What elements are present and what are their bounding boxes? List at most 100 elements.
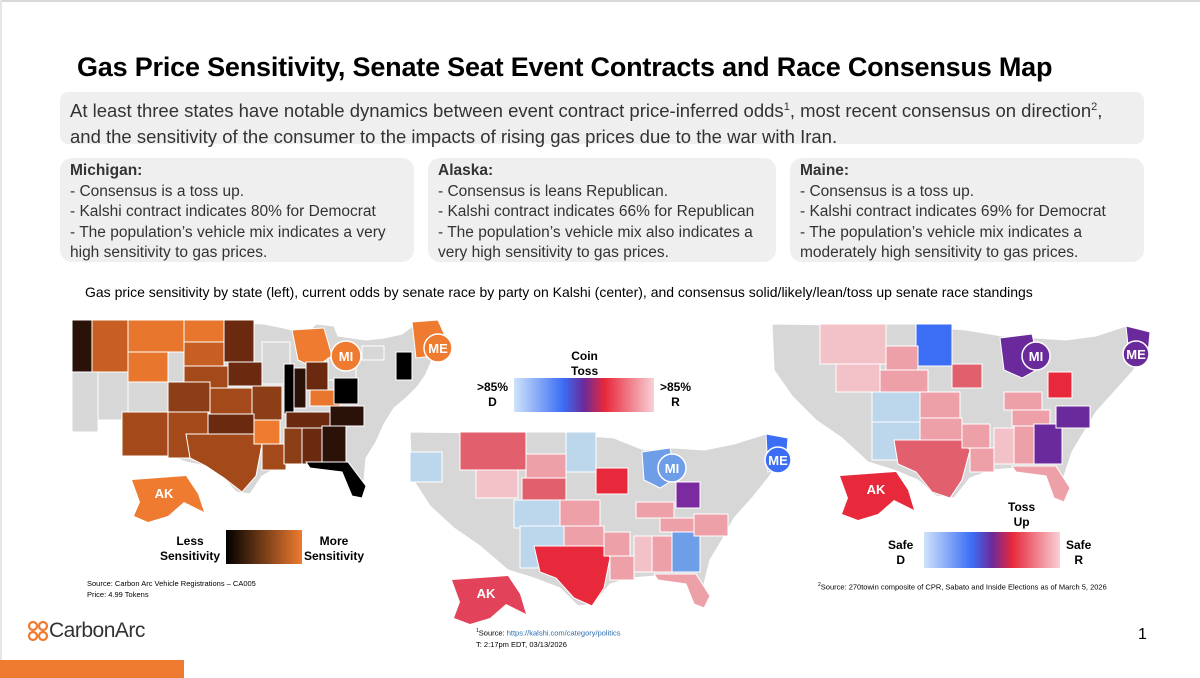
carbon-arc-logo: CarbonArc — [27, 619, 145, 643]
carbon-arc-logo-icon — [27, 620, 49, 642]
source-left-line2: Price: 4.99 Tokens — [87, 590, 149, 599]
source-center-link[interactable]: https://kalshi.com/category/politics — [506, 628, 621, 638]
maps-subtitle: Gas price sensitivity by state (left), c… — [85, 284, 1033, 300]
source-center-sup: 1 — [476, 628, 479, 634]
source-left-line1: Source: Carbon Arc Vehicle Registrations… — [87, 579, 256, 588]
state-la — [969, 447, 995, 473]
state-ks — [919, 391, 961, 419]
state-nj-ma — [395, 351, 413, 381]
state-fl — [1011, 465, 1071, 503]
page-number: 1 — [1138, 626, 1147, 643]
state-wy — [127, 351, 169, 383]
mi-label: MI — [1029, 349, 1043, 364]
state-az — [121, 411, 169, 457]
legend-left-high: More Sensitivity — [304, 534, 365, 563]
state-fl — [305, 461, 367, 499]
legend-center-gradient — [514, 378, 654, 412]
state-nc-sc — [693, 513, 729, 537]
card-line: - The population’s vehicle mix indicates… — [70, 223, 386, 241]
state-ok — [563, 525, 605, 547]
state-ar — [253, 419, 281, 445]
state-nc — [1055, 405, 1091, 429]
card-head: Alaska: — [438, 162, 494, 179]
state-ak — [840, 472, 914, 520]
mi-label-bubble — [1021, 341, 1051, 371]
card-line: - Kalshi contract indicates 69% for Demo… — [800, 203, 1106, 220]
card-line: - Consensus is a toss up. — [800, 182, 975, 200]
state-ia — [595, 467, 629, 495]
state-al — [301, 427, 323, 465]
gas-sensitivity-map: MI ME — [71, 319, 453, 499]
source-center-line2: T: 2:17pm EDT, 03/13/2026 — [476, 639, 567, 649]
kalshi-odds-alaska: AK — [452, 576, 526, 624]
state-sd — [183, 341, 225, 367]
state-fl — [653, 573, 711, 609]
state-ar — [603, 531, 631, 557]
state-oh — [675, 481, 701, 509]
state-ak — [132, 476, 204, 522]
mi-label: MI — [665, 461, 679, 476]
state-wv-va — [333, 377, 359, 405]
ak-label: AK — [867, 482, 886, 497]
mi-label: MI — [339, 349, 353, 364]
state-ak — [452, 576, 526, 624]
source-center: 1Source: https://kalshi.com/category/pol… — [476, 626, 621, 650]
state-nd — [525, 431, 567, 455]
state-ks — [209, 387, 253, 415]
source-right: 2Source: 270towin composite of CPR, Saba… — [818, 580, 1107, 593]
card-maine: Maine: - Consensus is a toss up. - Kalsh… — [790, 158, 1144, 262]
me-label-bubble — [423, 333, 453, 363]
legend-right-left: Safe D — [888, 538, 914, 567]
card-line: - The population’s vehicle mix also indi… — [438, 223, 753, 241]
state-wa — [71, 319, 93, 373]
state-co — [871, 391, 921, 423]
card-line: - The population’s vehicle mix indicates… — [800, 223, 1083, 241]
consensus-map: MI ME — [771, 323, 1151, 503]
state-mt — [459, 431, 527, 471]
gas-sensitivity-alaska: AK — [132, 476, 204, 522]
summary-text-c: , and the sensitivity of the consumer to… — [70, 100, 1103, 148]
legend-center-left: >85% D — [477, 380, 509, 409]
state-il — [283, 363, 295, 415]
state-nd — [183, 319, 225, 343]
state-ca — [71, 371, 99, 433]
legend-left-low: Less Sensitivity — [160, 534, 221, 563]
me-label: ME — [428, 341, 448, 356]
card-line: very high sensitivity to gas prices. — [438, 244, 669, 261]
state-ga — [1033, 423, 1063, 465]
state-oh — [305, 361, 329, 391]
me-label: ME — [1126, 347, 1146, 362]
state-or — [409, 451, 443, 483]
ak-label: AK — [477, 586, 496, 601]
legend-right-right: Safe R — [1066, 538, 1092, 567]
state-ga — [671, 531, 701, 573]
card-head: Michigan: — [70, 162, 143, 179]
state-ok — [919, 417, 963, 441]
source-right-sup: 2 — [818, 582, 821, 588]
mi-label-bubble — [657, 453, 687, 483]
slide-title: Gas Price Sensitivity, Senate Seat Event… — [77, 52, 1053, 82]
state-la — [261, 443, 287, 471]
card-line: - Kalshi contract indicates 66% for Repu… — [438, 203, 755, 220]
me-label: ME — [768, 453, 788, 468]
footer-accent-bar — [0, 660, 184, 678]
card-line: high sensitivity to gas prices. — [70, 244, 268, 261]
state-ms — [633, 535, 653, 573]
state-mn — [565, 431, 597, 473]
card-alaska: Alaska: - Consensus is leans Republican.… — [428, 158, 776, 262]
kalshi-odds-map: MI ME — [409, 431, 792, 609]
left-rule — [0, 0, 2, 678]
source-center-prefix: Source: — [478, 628, 507, 638]
mi-label-bubble — [330, 340, 362, 372]
source-right-text: Source: 270towin composite of CPR, Sabat… — [820, 582, 1107, 592]
summary-footnote-2: 2 — [1091, 101, 1098, 113]
state-mn — [915, 323, 953, 367]
state-ia — [227, 361, 263, 387]
legend-right-gradient — [924, 532, 1060, 568]
legend-right-mid: Toss Up — [1008, 500, 1036, 529]
state-la — [609, 555, 635, 581]
state-ks — [559, 499, 601, 527]
state-ms — [993, 427, 1015, 465]
summary-text-b: , most recent consensus on direction — [789, 100, 1092, 122]
source-left: Source: Carbon Arc Vehicle Registrations… — [87, 578, 256, 600]
